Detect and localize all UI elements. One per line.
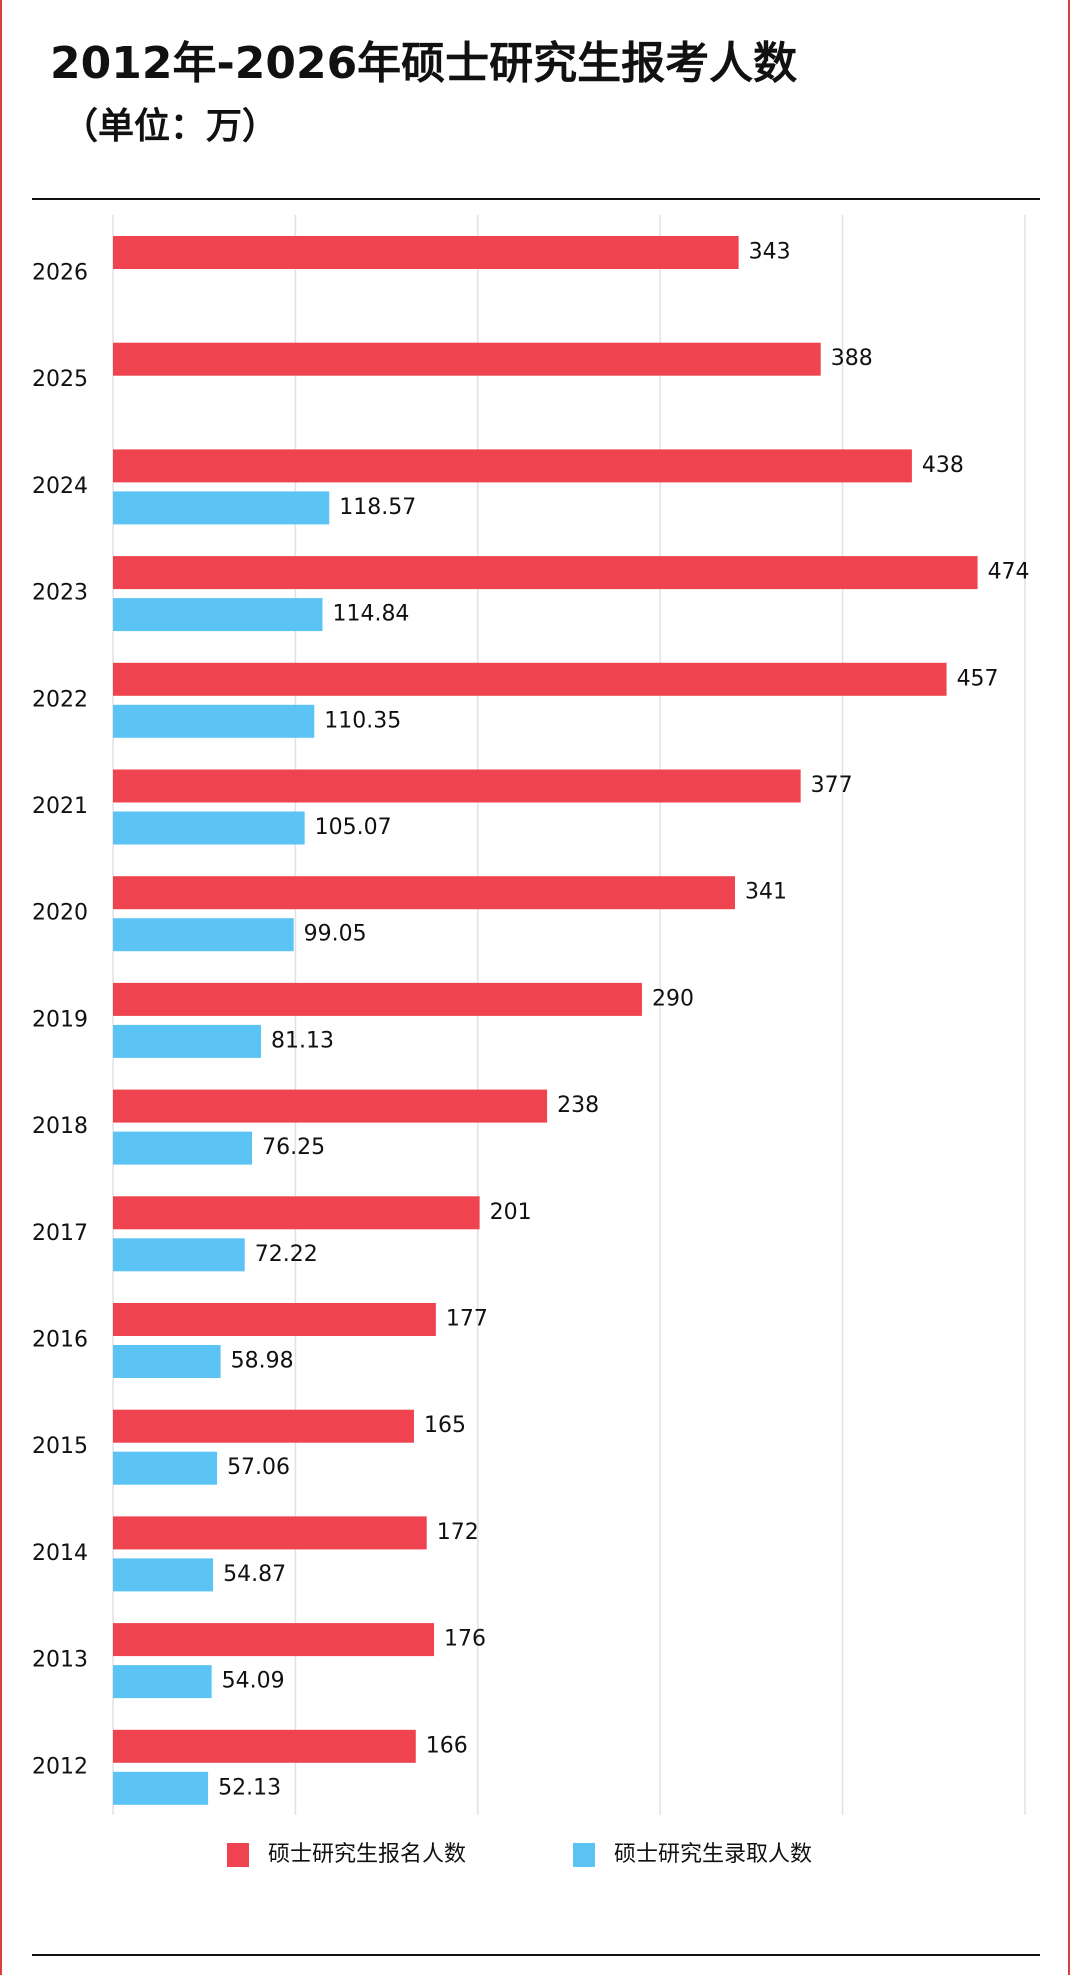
y-tick-label: 2015 (32, 1434, 88, 1459)
bar (113, 236, 739, 269)
value-label: 54.09 (222, 1669, 285, 1694)
bar (113, 982, 642, 1016)
bar (113, 556, 978, 590)
value-label: 343 (749, 240, 791, 265)
bar (113, 918, 294, 952)
y-tick-label: 2016 (32, 1328, 88, 1353)
bar (113, 1238, 245, 1272)
bar (113, 876, 735, 910)
value-label: 105.07 (315, 815, 392, 840)
value-label: 72.22 (255, 1242, 318, 1267)
bar (113, 1516, 427, 1550)
y-tick-label: 2013 (32, 1648, 88, 1673)
chart-title: 2012年-2026年硕士研究生报考人数 (50, 38, 797, 89)
y-tick-label: 2026 (32, 261, 88, 286)
plot: 2026 343 2025 388 2024 438 118.57 2023 474 114.84… (32, 215, 1030, 1867)
value-label: 172 (437, 1520, 479, 1545)
value-label: 76.25 (262, 1135, 325, 1160)
bar (113, 1196, 480, 1230)
value-label: 176 (444, 1627, 486, 1652)
legend-label: 硕士研究生报名人数 (268, 1842, 466, 1867)
value-label: 165 (424, 1413, 466, 1438)
value-label: 177 (446, 1307, 488, 1332)
bar (113, 1024, 261, 1058)
bar (113, 662, 947, 696)
bar (113, 1771, 209, 1805)
value-label: 201 (490, 1200, 532, 1225)
bar (113, 1665, 212, 1699)
value-label: 457 (957, 666, 999, 691)
value-label: 110.35 (324, 708, 401, 733)
chart-subtitle: （单位：万） (62, 106, 278, 147)
bar (113, 1729, 416, 1763)
y-tick-label: 2021 (32, 794, 88, 819)
bar (113, 1451, 218, 1485)
value-label: 166 (426, 1733, 468, 1758)
value-label: 114.84 (332, 602, 409, 627)
value-label: 81.13 (271, 1028, 334, 1053)
y-tick-label: 2014 (32, 1541, 88, 1566)
value-label: 238 (557, 1093, 599, 1118)
value-label: 52.13 (218, 1775, 281, 1800)
value-label: 290 (652, 986, 694, 1011)
bar (113, 449, 912, 483)
y-tick-label: 2023 (32, 581, 88, 606)
legend-swatch (573, 1843, 595, 1867)
bar (113, 1303, 436, 1336)
legend-swatch (227, 1843, 249, 1867)
y-tick-label: 2012 (32, 1754, 88, 1779)
y-tick-label: 2024 (32, 474, 88, 499)
y-tick-label: 2019 (32, 1007, 88, 1032)
value-label: 438 (922, 453, 964, 478)
bar (113, 491, 330, 525)
value-label: 58.98 (231, 1349, 294, 1374)
value-label: 54.87 (223, 1562, 286, 1587)
y-tick-label: 2018 (32, 1114, 88, 1139)
bar (113, 1345, 221, 1378)
y-tick-label: 2020 (32, 901, 88, 926)
bar (113, 769, 801, 803)
value-label: 57.06 (227, 1455, 290, 1480)
value-label: 118.57 (339, 495, 416, 520)
bar (113, 811, 305, 845)
value-label: 474 (988, 560, 1030, 585)
bar (113, 1409, 414, 1443)
y-tick-label: 2025 (32, 367, 88, 392)
bar (113, 1131, 253, 1165)
bar (113, 1558, 214, 1592)
legend-label: 硕士研究生录取人数 (614, 1842, 812, 1867)
bar (113, 1623, 435, 1657)
bar (113, 342, 821, 376)
bar (113, 704, 315, 738)
bar (113, 1089, 548, 1123)
value-label: 388 (831, 346, 873, 371)
y-tick-label: 2017 (32, 1221, 88, 1246)
value-label: 341 (745, 880, 787, 905)
value-label: 377 (811, 773, 853, 798)
bar (113, 598, 323, 632)
value-label: 99.05 (304, 922, 367, 947)
y-tick-label: 2022 (32, 687, 88, 712)
